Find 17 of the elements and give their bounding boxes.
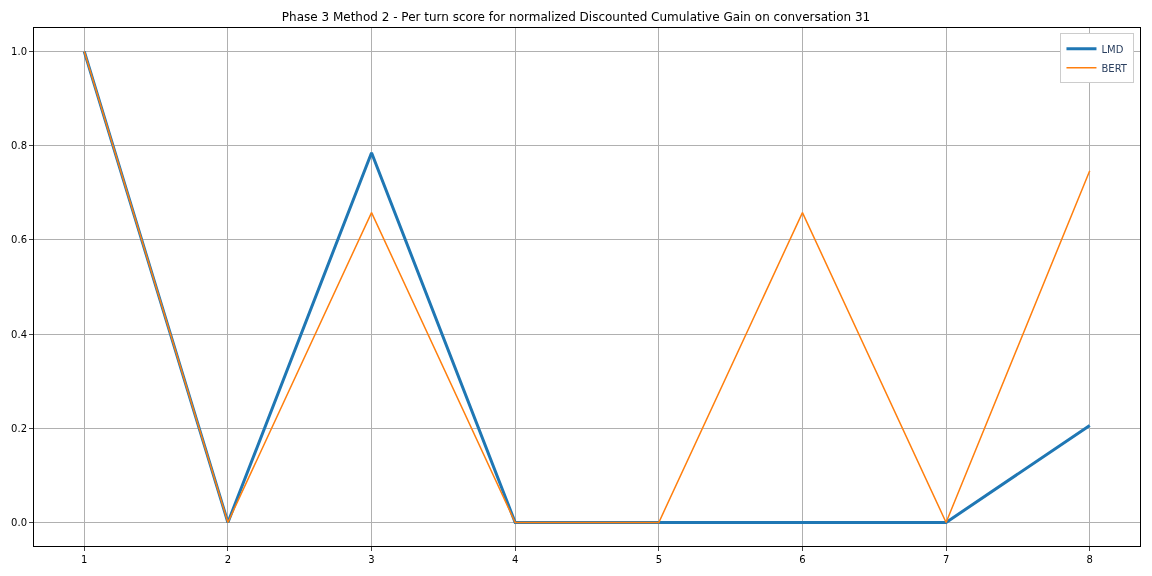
x-tick-label: 4: [511, 554, 519, 565]
y-tick-label: 1.0: [11, 46, 27, 58]
y-tick-label: 0.8: [11, 140, 27, 152]
y-tick-label: 0.0: [11, 516, 27, 528]
y-tick-label: 0.2: [11, 422, 27, 434]
x-tick-label: 2: [224, 554, 232, 565]
y-tick-label: 0.6: [11, 234, 27, 246]
y-tick-label: 0.4: [11, 328, 27, 340]
x-tick-label: 6: [799, 554, 806, 565]
legend-label: BERT: [1101, 62, 1128, 74]
x-tick-label: 5: [655, 554, 663, 565]
chart-title: Phase 3 Method 2 - Per turn score for normalized Discounted Cumulative Gain on conversation 31: [281, 10, 871, 25]
x-tick-label: 8: [1086, 554, 1093, 565]
x-tick-label: 3: [368, 554, 375, 565]
x-tick-label: 1: [81, 554, 88, 565]
legend-label: LMD: [1101, 43, 1124, 55]
x-tick-label: 7: [942, 554, 950, 565]
